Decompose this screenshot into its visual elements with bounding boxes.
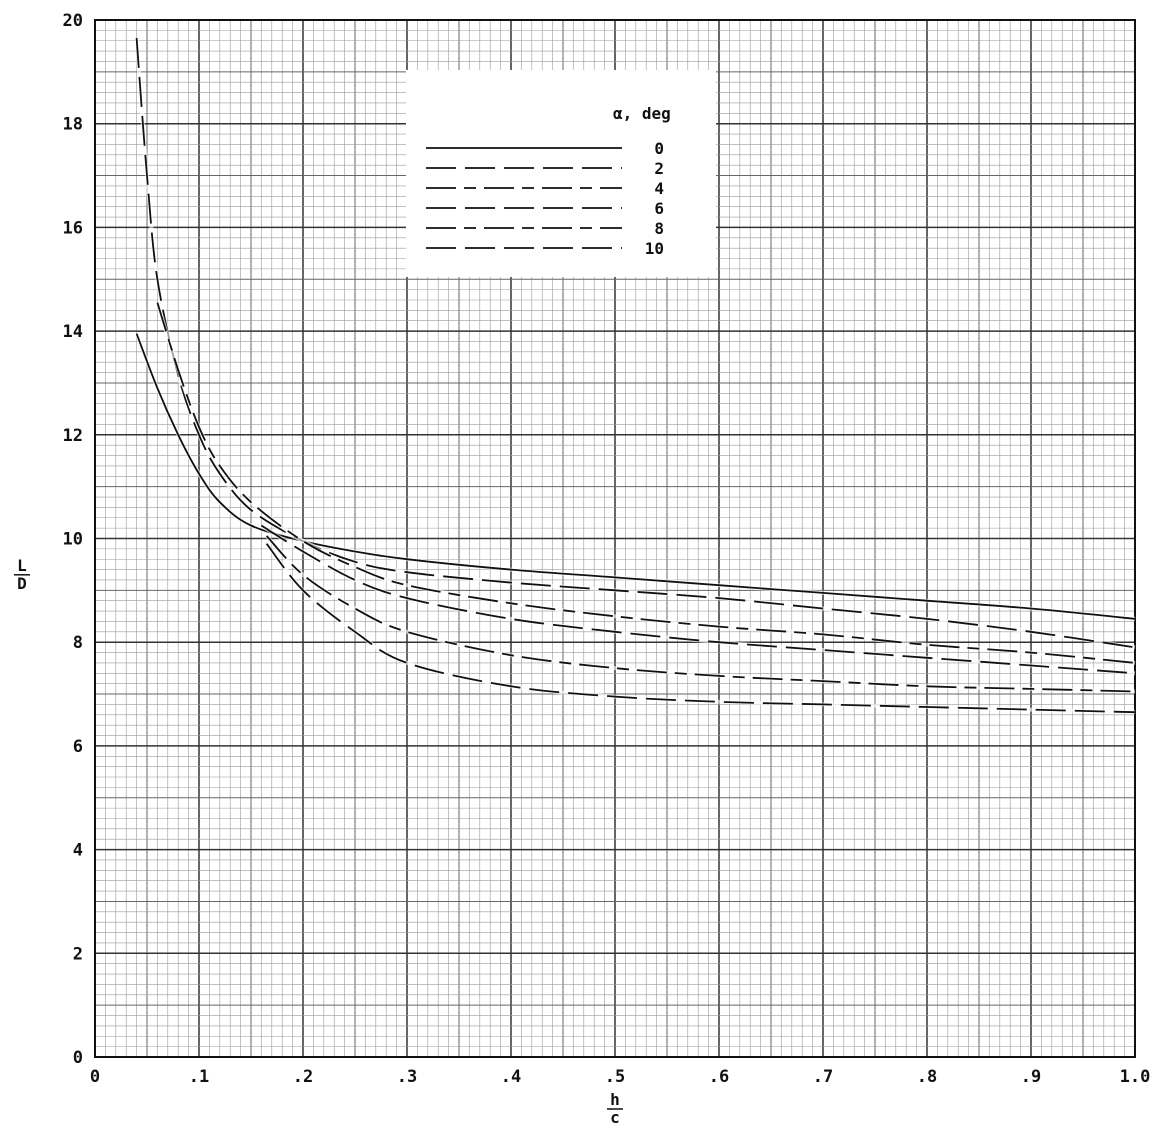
x-axis-label-denominator: c (610, 1108, 620, 1127)
x-tick-label: .2 (293, 1067, 313, 1087)
y-tick-label: 4 (73, 841, 83, 861)
y-tick-label: 2 (73, 944, 83, 964)
legend-label-8: 8 (654, 219, 664, 238)
x-tick-label: .9 (1021, 1067, 1041, 1087)
y-tick-label: 8 (73, 633, 83, 653)
series-layer (134, 37, 1136, 715)
y-tick-label: 6 (73, 737, 83, 757)
legend-label-2: 2 (654, 159, 664, 178)
x-tick-label: .4 (501, 1067, 521, 1087)
plot-frame (94, 19, 1136, 1058)
y-tick-label: 18 (63, 115, 83, 135)
legend-label-4: 4 (654, 179, 664, 198)
x-tick-label: 0 (90, 1067, 100, 1087)
series-line-6 (260, 524, 1136, 675)
x-axis-label: h c (607, 1090, 623, 1127)
legend-label-0: 0 (654, 139, 664, 158)
y-axis-label-denominator: D (17, 574, 27, 593)
x-tick-label: .5 (605, 1067, 625, 1087)
legend-box (406, 70, 716, 277)
y-tick-labels: 0 2 4 6 8 10 12 14 16 18 20 (63, 11, 83, 1068)
legend-label-6: 6 (654, 199, 664, 218)
y-axis-label: L D (14, 556, 30, 593)
y-tick-label: 12 (63, 426, 83, 446)
x-tick-label: .6 (709, 1067, 729, 1087)
grid (94, 19, 1136, 1058)
series-line-8 (265, 535, 1136, 693)
legend-label-10: 10 (645, 239, 664, 258)
x-tick-label: .7 (813, 1067, 833, 1087)
x-tick-labels: 0 .1 .2 .3 .4 .5 .6 .7 .8 .9 1.0 (90, 1067, 1150, 1087)
x-tick-label: .3 (397, 1067, 417, 1087)
x-axis-label-numerator: h (610, 1090, 620, 1109)
series-line-4 (156, 302, 1136, 664)
series-line-0 (135, 333, 1136, 620)
legend-title: α, deg (613, 104, 671, 123)
series-line-2 (135, 38, 1136, 649)
y-tick-label: 14 (63, 322, 83, 342)
x-tick-label: 1.0 (1120, 1067, 1151, 1087)
y-tick-label: 0 (73, 1048, 83, 1068)
y-tick-label: 16 (63, 218, 83, 238)
y-axis-label-numerator: L (17, 556, 27, 575)
series-line-10 (265, 543, 1136, 714)
x-tick-label: .1 (189, 1067, 209, 1087)
x-tick-label: .8 (917, 1067, 937, 1087)
y-tick-label: 20 (63, 11, 83, 31)
y-tick-label: 10 (63, 530, 83, 550)
